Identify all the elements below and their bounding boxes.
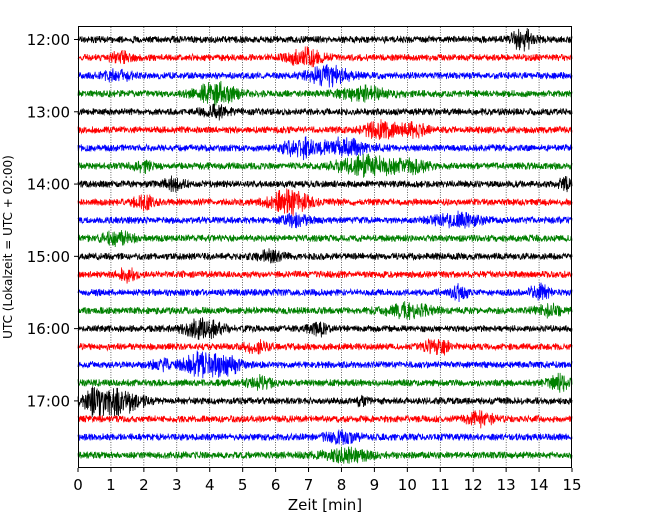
x-tick-label-7: 7 — [304, 476, 314, 494]
x-tick-label-3: 3 — [172, 476, 182, 494]
trace-row-1415 — [77, 188, 573, 216]
trace-row-1230 — [77, 64, 573, 88]
x-tick-label-2: 2 — [139, 476, 149, 494]
x-tick-label-9: 9 — [370, 476, 380, 494]
trace-row-1315 — [77, 119, 573, 140]
y-tick-label-0: 12:00 — [27, 31, 70, 49]
x-tick-label-5: 5 — [238, 476, 248, 494]
grid-layer — [110, 27, 540, 468]
trace-row-1745 — [77, 446, 573, 464]
y-tick-label-3: 15:00 — [27, 248, 70, 266]
y-axis: 12:00 13:00 14:00 15:00 16:00 17:00 — [27, 31, 78, 410]
x-tick-label-15: 15 — [562, 476, 581, 494]
x-tick-label-10: 10 — [398, 476, 417, 494]
x-tick-label-1: 1 — [106, 476, 116, 494]
trace-layer — [77, 28, 573, 464]
trace-row-1630 — [77, 350, 573, 379]
x-tick-label-4: 4 — [205, 476, 215, 494]
y-axis-label: UTC (Lokalzeit = UTC + 02:00) — [1, 155, 15, 339]
trace-row-1715 — [77, 409, 573, 429]
y-tick-label-2: 14:00 — [27, 176, 70, 194]
y-tick-label-1: 13:00 — [27, 103, 70, 121]
trace-row-1615 — [77, 338, 573, 356]
trace-row-1545 — [77, 301, 573, 321]
x-tick-label-13: 13 — [497, 476, 516, 494]
x-axis-label: Zeit [min] — [288, 496, 362, 514]
x-tick-label-14: 14 — [530, 476, 549, 494]
trace-row-1330 — [77, 136, 573, 161]
x-tick-label-12: 12 — [464, 476, 483, 494]
trace-row-1215 — [77, 46, 573, 68]
trace-row-1645 — [77, 372, 573, 393]
trace-row-1500 — [77, 248, 573, 264]
trace-row-1200 — [77, 28, 573, 52]
x-tick-label-8: 8 — [337, 476, 347, 494]
trace-row-1400 — [77, 175, 573, 193]
trace-row-1245 — [77, 80, 573, 107]
x-axis: 0 1 2 3 4 5 6 7 8 9 10 11 12 13 14 15 — [73, 468, 582, 494]
plot-frame — [78, 26, 572, 468]
x-tick-label-6: 6 — [271, 476, 281, 494]
trace-row-1530 — [77, 282, 573, 303]
trace-row-1300 — [77, 103, 573, 121]
trace-row-1700 — [77, 386, 573, 418]
trace-row-1345 — [77, 153, 573, 178]
trace-row-1730 — [77, 429, 573, 446]
x-tick-label-0: 0 — [73, 476, 83, 494]
y-tick-label-5: 17:00 — [27, 392, 70, 410]
trace-row-1445 — [77, 229, 573, 248]
x-tick-label-11: 11 — [431, 476, 450, 494]
y-tick-label-4: 16:00 — [27, 320, 70, 338]
trace-row-1430 — [77, 210, 573, 229]
trace-row-1515 — [77, 267, 573, 284]
trace-row-1600 — [77, 317, 573, 340]
